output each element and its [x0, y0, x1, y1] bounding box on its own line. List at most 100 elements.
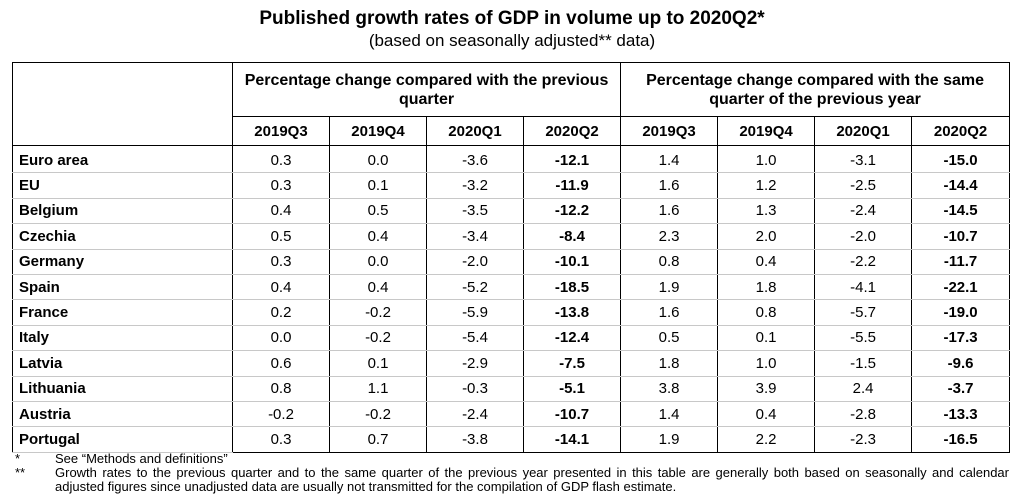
value-cell: 0.4	[717, 249, 816, 275]
value-cell: -2.0	[426, 249, 524, 275]
value-cell: 0.3	[232, 145, 330, 174]
value-cell: -10.7	[911, 223, 1011, 250]
column-header: 2020Q2	[522, 116, 622, 146]
value-cell: -5.9	[426, 299, 524, 326]
value-cell: -14.4	[911, 172, 1011, 199]
table-row: Euro area 0.3 0.0 -3.6 -12.1 1.4 1.0 -3.1 -15.0	[12, 145, 1011, 174]
value-cell: -10.1	[522, 249, 622, 275]
value-cell: -0.2	[329, 401, 427, 428]
value-cell: -3.1	[814, 145, 913, 174]
value-cell: -12.1	[522, 145, 622, 174]
value-cell: 1.9	[620, 426, 719, 453]
value-cell: 1.6	[620, 299, 719, 326]
value-cell: -16.5	[911, 426, 1011, 453]
table-row: Czechia 0.5 0.4 -3.4 -8.4 2.3 2.0 -2.0 -10.7	[12, 223, 1011, 250]
value-cell: 1.1	[329, 376, 427, 402]
value-cell: 0.0	[232, 325, 330, 352]
country-cell: Lithuania	[12, 376, 233, 402]
value-cell: 3.9	[717, 376, 816, 402]
value-cell: -4.1	[814, 274, 913, 301]
value-cell: -5.4	[426, 325, 524, 352]
corner-cell-lower	[12, 116, 233, 146]
value-cell: -2.2	[814, 249, 913, 275]
value-cell: -14.1	[522, 426, 622, 453]
value-cell: -3.6	[426, 145, 524, 174]
value-cell: -11.7	[911, 249, 1011, 275]
value-cell: 0.4	[232, 198, 330, 225]
value-cell: 1.6	[620, 172, 719, 199]
value-cell: 0.3	[232, 249, 330, 275]
gdp-table: Percentage change compared with the prev…	[12, 62, 1011, 453]
value-cell: 2.2	[717, 426, 816, 453]
value-cell: 1.4	[620, 145, 719, 174]
page-subtitle: (based on seasonally adjusted** data)	[368, 31, 656, 50]
value-cell: -0.2	[329, 299, 427, 326]
table-row: Austria -0.2 -0.2 -2.4 -10.7 1.4 0.4 -2.8 -13.3	[12, 401, 1011, 428]
country-cell: Italy	[12, 325, 233, 352]
footnote-text: See “Methods and definitions”	[55, 451, 228, 466]
country-cell: Austria	[12, 401, 233, 428]
value-cell: 0.8	[232, 376, 330, 402]
footnote-mark: **	[15, 465, 26, 480]
value-cell: -12.4	[522, 325, 622, 352]
value-cell: 3.8	[620, 376, 719, 402]
value-cell: 0.5	[232, 223, 330, 250]
table-row: Portugal 0.3 0.7 -3.8 -14.1 1.9 2.2 -2.3 -16.5	[12, 426, 1011, 453]
value-cell: -5.1	[522, 376, 622, 402]
value-cell: 1.6	[620, 198, 719, 225]
value-cell: -9.6	[911, 350, 1011, 377]
value-cell: 1.4	[620, 401, 719, 428]
country-cell: France	[12, 299, 233, 326]
table-row: Latvia 0.6 0.1 -2.9 -7.5 1.8 1.0 -1.5 -9.6	[12, 350, 1011, 377]
value-cell: 0.1	[329, 172, 427, 199]
value-cell: -2.3	[814, 426, 913, 453]
value-cell: 0.5	[329, 198, 427, 225]
value-cell: 2.4	[814, 376, 913, 402]
value-cell: -3.2	[426, 172, 524, 199]
value-cell: 1.9	[620, 274, 719, 301]
value-cell: -2.4	[814, 198, 913, 225]
value-cell: 1.8	[717, 274, 816, 301]
table-row: France 0.2 -0.2 -5.9 -13.8 1.6 0.8 -5.7 -19.0	[12, 299, 1011, 326]
value-cell: -3.8	[426, 426, 524, 453]
country-cell: Germany	[12, 249, 233, 275]
country-cell: Belgium	[12, 198, 233, 225]
table-row: Italy 0.0 -0.2 -5.4 -12.4 0.5 0.1 -5.5 -17.3	[12, 325, 1011, 352]
value-cell: 1.8	[620, 350, 719, 377]
value-cell: -19.0	[911, 299, 1011, 326]
value-cell: -5.2	[426, 274, 524, 301]
value-cell: -18.5	[522, 274, 622, 301]
table-row: EU 0.3 0.1 -3.2 -11.9 1.6 1.2 -2.5 -14.4	[12, 172, 1011, 199]
column-header: 2020Q1	[814, 116, 913, 146]
column-header: 2019Q4	[717, 116, 816, 146]
value-cell: 1.0	[717, 350, 816, 377]
value-cell: 0.8	[717, 299, 816, 326]
value-cell: 0.7	[329, 426, 427, 453]
value-cell: 0.4	[232, 274, 330, 301]
value-cell: -0.3	[426, 376, 524, 402]
value-cell: -13.8	[522, 299, 622, 326]
group-header-row: Percentage change compared with the prev…	[12, 62, 1011, 117]
value-cell: 0.0	[329, 145, 427, 174]
value-cell: -3.4	[426, 223, 524, 250]
value-cell: -1.5	[814, 350, 913, 377]
value-cell: 0.4	[329, 274, 427, 301]
value-cell: -0.2	[232, 401, 330, 428]
group-header-previous-quarter: Percentage change compared with the prev…	[231, 62, 622, 117]
value-cell: -0.2	[329, 325, 427, 352]
footnote-mark: *	[15, 451, 21, 466]
column-header: 2020Q1	[426, 116, 524, 146]
value-cell: -14.5	[911, 198, 1011, 225]
table-row: Lithuania 0.8 1.1 -0.3 -5.1 3.8 3.9 2.4 -3.7	[12, 376, 1011, 402]
corner-cell	[12, 62, 233, 117]
value-cell: -22.1	[911, 274, 1011, 301]
value-cell: -5.7	[814, 299, 913, 326]
country-cell: Latvia	[12, 350, 233, 377]
value-cell: -2.5	[814, 172, 913, 199]
value-cell: 0.4	[329, 223, 427, 250]
value-cell: -3.7	[911, 376, 1011, 402]
value-cell: 0.1	[329, 350, 427, 377]
country-cell: Spain	[12, 274, 233, 301]
value-cell: 0.5	[620, 325, 719, 352]
value-cell: -2.9	[426, 350, 524, 377]
